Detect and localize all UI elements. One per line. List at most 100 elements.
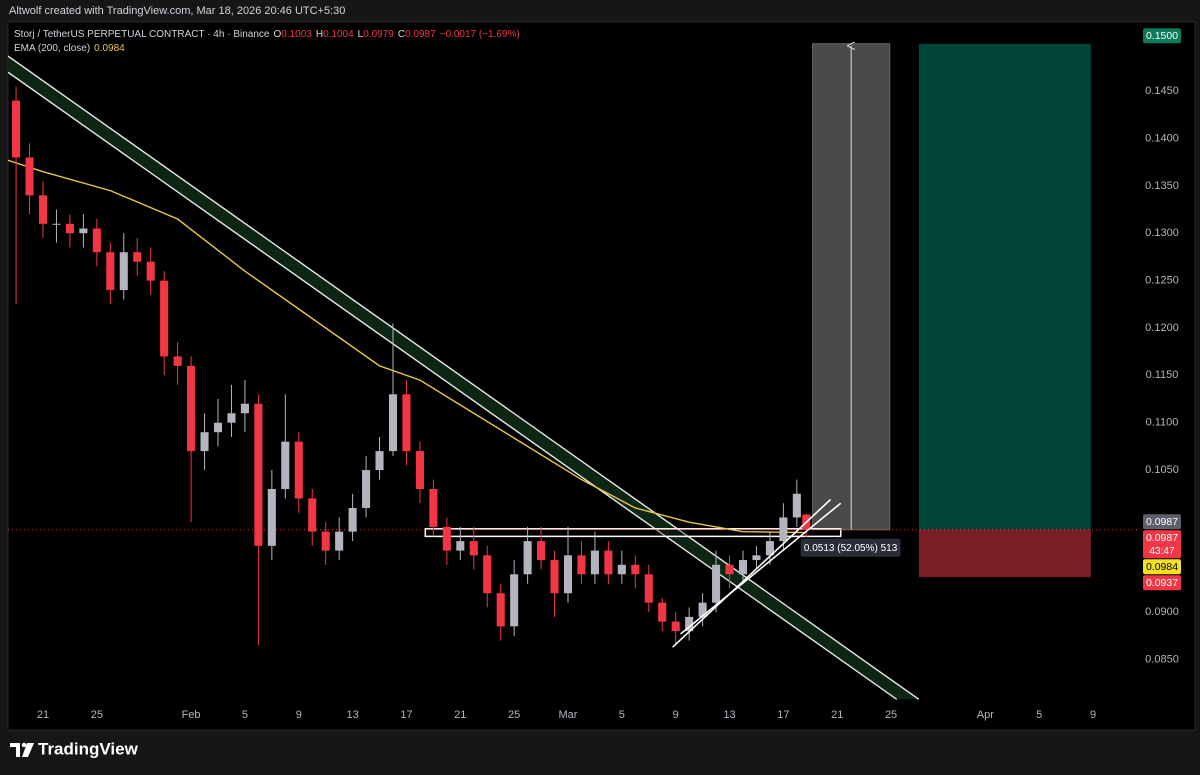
x-tick-label: Mar <box>559 709 578 721</box>
brand: TradingView <box>38 739 139 758</box>
candle-body <box>604 550 613 575</box>
candle-body <box>133 252 142 262</box>
candle-body <box>92 228 101 253</box>
candle-body <box>227 413 236 423</box>
candle-body <box>348 507 357 532</box>
candle-body <box>550 560 559 594</box>
candle-body <box>469 541 478 556</box>
price-badge-label: 0.0937 <box>1146 577 1178 589</box>
x-tick-label: 13 <box>346 709 358 721</box>
price-badge <box>1143 514 1181 530</box>
candle-body <box>281 441 290 490</box>
candle-body <box>658 602 667 622</box>
ohlc-value: 0.1004 <box>323 29 354 40</box>
y-tick-label: 0.1200 <box>1145 322 1179 334</box>
x-tick-label: 21 <box>37 709 49 721</box>
candle-body <box>496 593 505 627</box>
candle-body <box>442 526 451 551</box>
channel-line <box>8 55 920 700</box>
candle-body <box>106 252 115 291</box>
x-tick-label: 21 <box>831 709 843 721</box>
x-tick-label: Feb <box>182 709 201 721</box>
x-tick-label: 9 <box>296 709 302 721</box>
y-tick-label: 0.1350 <box>1145 180 1179 192</box>
candle-body <box>415 451 424 490</box>
price-badge <box>1143 559 1181 575</box>
ohlc-value: 0.1003 <box>281 29 312 40</box>
change: −0.0017 (−1.69%) <box>440 29 520 40</box>
candle-body <box>362 470 371 508</box>
channel-line <box>8 71 898 700</box>
candle-body <box>267 489 276 546</box>
candle-body <box>240 403 249 414</box>
candle-body <box>187 365 196 452</box>
x-tick-label: 17 <box>400 709 412 721</box>
candle-body <box>712 564 721 603</box>
candle-body <box>617 564 626 575</box>
candle-body <box>52 223 61 225</box>
candle-body <box>590 550 599 575</box>
candle-body <box>402 394 411 452</box>
x-tick-label: 25 <box>508 709 520 721</box>
position-label-box <box>800 538 901 557</box>
ohlc-key: L <box>358 29 364 40</box>
candle-body <box>577 555 586 575</box>
candle-body <box>523 541 532 575</box>
candle-body <box>792 493 801 518</box>
candle-body <box>725 564 734 575</box>
price-badge-label: 0.0984 <box>1146 561 1178 573</box>
candle-body <box>200 432 209 452</box>
candle-body <box>685 616 694 632</box>
logo-part <box>21 742 27 748</box>
candle-body <box>25 157 34 196</box>
trendline <box>672 498 832 648</box>
ohlc-value: 0.0987 <box>405 29 436 40</box>
x-tick-label: 5 <box>619 709 625 721</box>
candle-body <box>321 531 330 551</box>
candle-body <box>671 621 680 632</box>
candle-body <box>38 195 48 224</box>
x-tick-label: 17 <box>777 709 789 721</box>
candle-body <box>335 531 344 551</box>
candle-body <box>698 602 707 617</box>
y-tick-label: 0.1150 <box>1146 369 1179 381</box>
y-tick-label: 0.1100 <box>1146 417 1179 429</box>
candle-body <box>213 422 223 433</box>
candle-body <box>12 100 21 158</box>
logo-part <box>16 743 20 757</box>
y-tick-label: 0.1050 <box>1145 464 1179 476</box>
ema-line <box>8 159 807 534</box>
price-badge <box>1143 530 1181 559</box>
ohlc-key: O <box>273 29 281 40</box>
logo-part <box>10 743 20 747</box>
x-tick-label: 25 <box>885 709 897 721</box>
symbol: Storj / TetherUS PERPETUAL CONTRACT · 4h… <box>14 29 270 40</box>
y-tick-label: 0.0900 <box>1145 606 1179 618</box>
x-tick-label: 25 <box>91 709 103 721</box>
candle-body <box>765 541 774 556</box>
y-tick-label: 0.1400 <box>1145 132 1179 144</box>
x-tick-label: 5 <box>242 709 248 721</box>
stop-zone <box>918 529 1091 578</box>
candle-body <box>308 498 317 532</box>
candle-body <box>738 560 748 575</box>
candle-body <box>563 555 573 594</box>
axes: 0.1450 0.1400 0.1350 0.1300 0.1250 0.1200 0.11… <box>37 28 1181 721</box>
y-tick-label: 0.1450 <box>1145 85 1179 97</box>
candle-body <box>254 403 263 546</box>
price-badge <box>1143 28 1181 44</box>
candle-body <box>537 541 546 561</box>
credit: Altwolf created with TradingView.com, Ma… <box>9 5 345 17</box>
candle-body <box>644 574 653 603</box>
ohlc-value: 0.0979 <box>363 29 394 40</box>
ema-name: EMA (200, close) <box>14 43 90 54</box>
price-badge <box>1143 575 1181 591</box>
logo-part <box>22 743 34 757</box>
support-zone <box>424 528 842 538</box>
price-badge-label: 0.1500 <box>1146 30 1178 42</box>
candle-body <box>119 252 128 291</box>
x-tick-label: 13 <box>723 709 735 721</box>
candle-body <box>375 451 384 471</box>
